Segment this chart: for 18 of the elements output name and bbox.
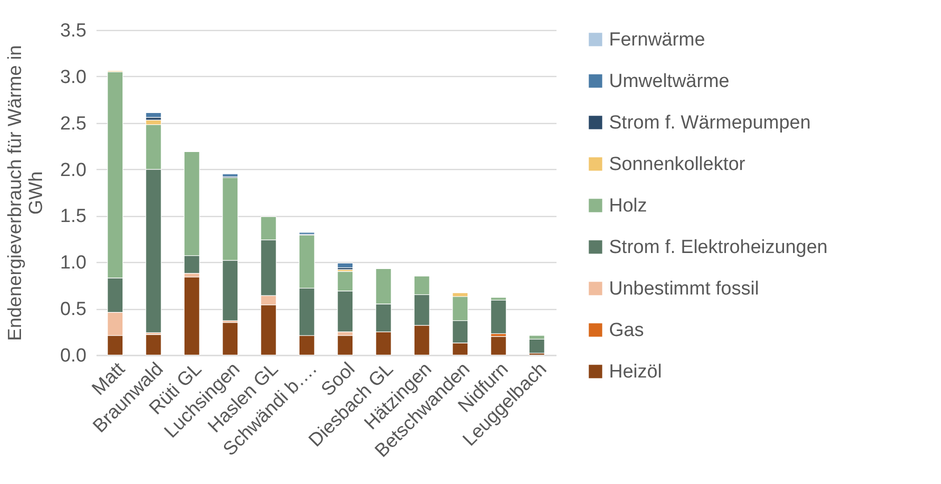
legend-label: Umweltwärme [609, 71, 730, 92]
y-tick-label: 1.0 [60, 252, 86, 274]
legend-label: Strom f. Wärmepumpen [609, 112, 811, 134]
y-tick-label: 3.0 [60, 66, 86, 88]
legend-label: Gas [609, 320, 644, 341]
y-tick-label: 3.5 [60, 20, 86, 42]
legend-label: Heizöl [609, 362, 662, 382]
y-axis-title: Endenergieverbrauch für Wärme in GWh [5, 45, 48, 341]
legend-label: Unbestimmt fossil [609, 278, 759, 300]
legend-label: Holz [609, 196, 648, 216]
legend-label: Strom f. Elektroheizungen [609, 237, 828, 258]
y-tick-label: 0.5 [60, 299, 86, 320]
legend-label: Sonnenkollektor [609, 154, 746, 175]
y-tick-label: 0.0 [60, 346, 86, 366]
legend-label: Fernwärme [609, 30, 706, 50]
y-tick-label: 2.0 [60, 160, 86, 181]
y-tick-label: 2.5 [60, 113, 86, 134]
y-tick-label: 1.5 [60, 206, 86, 228]
